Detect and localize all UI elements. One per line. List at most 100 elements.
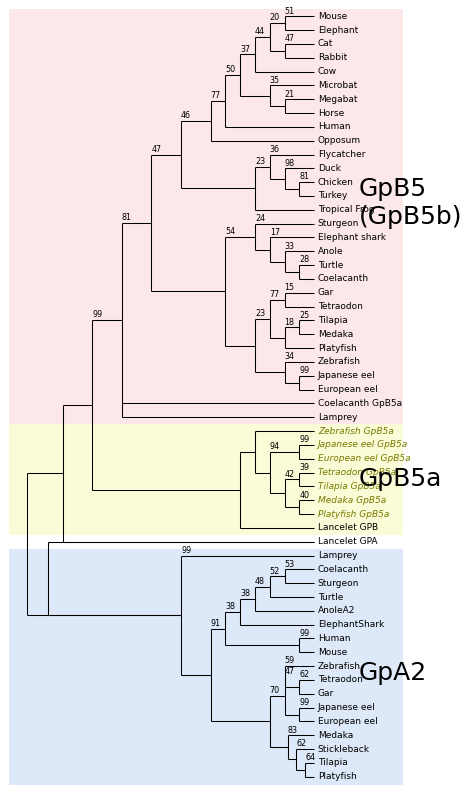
Text: 35: 35 <box>270 75 280 85</box>
Text: 64: 64 <box>305 753 315 762</box>
Text: 62: 62 <box>296 739 307 749</box>
Text: 62: 62 <box>300 670 310 680</box>
Text: Lamprey: Lamprey <box>318 412 357 422</box>
Text: Medaka: Medaka <box>318 330 353 339</box>
Text: Duck: Duck <box>318 164 341 173</box>
Text: 47: 47 <box>284 667 295 676</box>
Text: Anole: Anole <box>318 247 343 256</box>
Text: Opposum: Opposum <box>318 136 361 145</box>
Text: Lancelet GPB: Lancelet GPB <box>318 523 378 532</box>
Text: 23: 23 <box>255 309 265 318</box>
Text: 39: 39 <box>300 463 310 472</box>
Text: Medaka: Medaka <box>318 731 353 740</box>
Text: 99: 99 <box>300 698 310 707</box>
Text: 38: 38 <box>226 602 236 611</box>
Text: 44: 44 <box>255 27 265 36</box>
Text: European eel: European eel <box>318 717 377 726</box>
Text: 48: 48 <box>255 577 265 586</box>
Text: 17: 17 <box>270 228 280 237</box>
Text: Megabat: Megabat <box>318 94 357 104</box>
Text: Sturgeon: Sturgeon <box>318 219 359 228</box>
Text: Coelacanth: Coelacanth <box>318 565 369 574</box>
Text: 38: 38 <box>240 589 250 598</box>
Text: Coelacanth: Coelacanth <box>318 274 369 283</box>
Text: Mouse: Mouse <box>318 12 347 21</box>
Text: 50: 50 <box>226 65 236 75</box>
Text: Japanese eel: Japanese eel <box>318 371 375 381</box>
Text: 24: 24 <box>255 214 265 223</box>
Text: Elephant shark: Elephant shark <box>318 233 386 242</box>
Text: Lancelet GPA: Lancelet GPA <box>318 537 377 546</box>
Text: Sturgeon: Sturgeon <box>318 579 359 588</box>
Text: 25: 25 <box>300 311 310 320</box>
Text: European eel GpB5a: European eel GpB5a <box>318 454 410 463</box>
Text: Turtle: Turtle <box>318 261 343 270</box>
Text: 77: 77 <box>210 91 221 100</box>
Text: Rabbit: Rabbit <box>318 53 347 62</box>
Text: Medaka GpB5a: Medaka GpB5a <box>318 496 386 504</box>
Text: GpB5a: GpB5a <box>358 467 442 492</box>
Text: 59: 59 <box>284 657 295 665</box>
Text: GpA2: GpA2 <box>358 661 427 685</box>
Text: Coelacanth GpB5a: Coelacanth GpB5a <box>318 399 402 408</box>
Text: Turkey: Turkey <box>318 191 347 201</box>
Text: 99: 99 <box>181 546 191 555</box>
Text: Zebrafish GpB5a: Zebrafish GpB5a <box>318 427 393 435</box>
Text: Tetraodon: Tetraodon <box>318 302 363 311</box>
Text: 99: 99 <box>300 435 310 444</box>
Text: 53: 53 <box>284 560 295 569</box>
Text: 20: 20 <box>270 13 280 22</box>
Text: 42: 42 <box>284 469 295 479</box>
Text: 99: 99 <box>92 310 102 320</box>
Text: Japanese eel: Japanese eel <box>318 703 375 712</box>
Text: Stickleback: Stickleback <box>318 745 370 753</box>
Text: Chicken: Chicken <box>318 178 354 186</box>
Text: 47: 47 <box>152 145 162 154</box>
Text: Platyfish: Platyfish <box>318 343 356 353</box>
Text: Flycatcher: Flycatcher <box>318 150 365 159</box>
Text: 21: 21 <box>284 90 295 98</box>
Text: Zebrafish: Zebrafish <box>318 358 361 366</box>
Text: Microbat: Microbat <box>318 81 357 90</box>
Text: Lamprey: Lamprey <box>318 551 357 560</box>
Bar <box>9 549 403 785</box>
Text: 54: 54 <box>226 227 236 236</box>
Text: 99: 99 <box>300 366 310 375</box>
Text: 91: 91 <box>210 619 221 628</box>
Text: 83: 83 <box>288 726 298 734</box>
Bar <box>9 424 403 534</box>
Text: 51: 51 <box>284 6 295 16</box>
Text: 70: 70 <box>270 686 280 695</box>
Text: 52: 52 <box>270 566 280 576</box>
Text: European eel: European eel <box>318 385 377 394</box>
Text: 33: 33 <box>284 242 294 251</box>
Text: Japanese eel GpB5a: Japanese eel GpB5a <box>318 440 408 450</box>
Text: 99: 99 <box>300 629 310 638</box>
Text: 15: 15 <box>284 283 295 292</box>
Text: Platyfish GpB5a: Platyfish GpB5a <box>318 510 389 519</box>
Text: Horse: Horse <box>318 109 344 117</box>
Text: Cat: Cat <box>318 40 333 48</box>
Text: 40: 40 <box>300 491 310 500</box>
Text: 81: 81 <box>300 172 310 182</box>
Text: 46: 46 <box>181 111 191 120</box>
Text: Gar: Gar <box>318 289 334 297</box>
Text: Tetraodon GpB5a: Tetraodon GpB5a <box>318 468 396 477</box>
Text: Human: Human <box>318 122 350 132</box>
Text: 37: 37 <box>240 44 250 54</box>
Text: Turtle: Turtle <box>318 592 343 602</box>
Text: 18: 18 <box>284 318 294 327</box>
Text: Zebrafish: Zebrafish <box>318 661 361 671</box>
Text: Elephant: Elephant <box>318 25 358 35</box>
Text: GpB5
(GpB5b): GpB5 (GpB5b) <box>358 177 462 229</box>
Text: 23: 23 <box>255 157 265 166</box>
Text: Gar: Gar <box>318 689 334 699</box>
Text: ElephantShark: ElephantShark <box>318 620 384 629</box>
Text: 47: 47 <box>284 34 295 43</box>
Text: Tilapia: Tilapia <box>318 758 347 768</box>
Text: Tetraodon: Tetraodon <box>318 676 363 684</box>
Text: Tilapia GpB5a: Tilapia GpB5a <box>318 482 381 491</box>
Text: 36: 36 <box>270 145 280 154</box>
Text: AnoleA2: AnoleA2 <box>318 607 355 615</box>
Bar <box>9 10 403 424</box>
